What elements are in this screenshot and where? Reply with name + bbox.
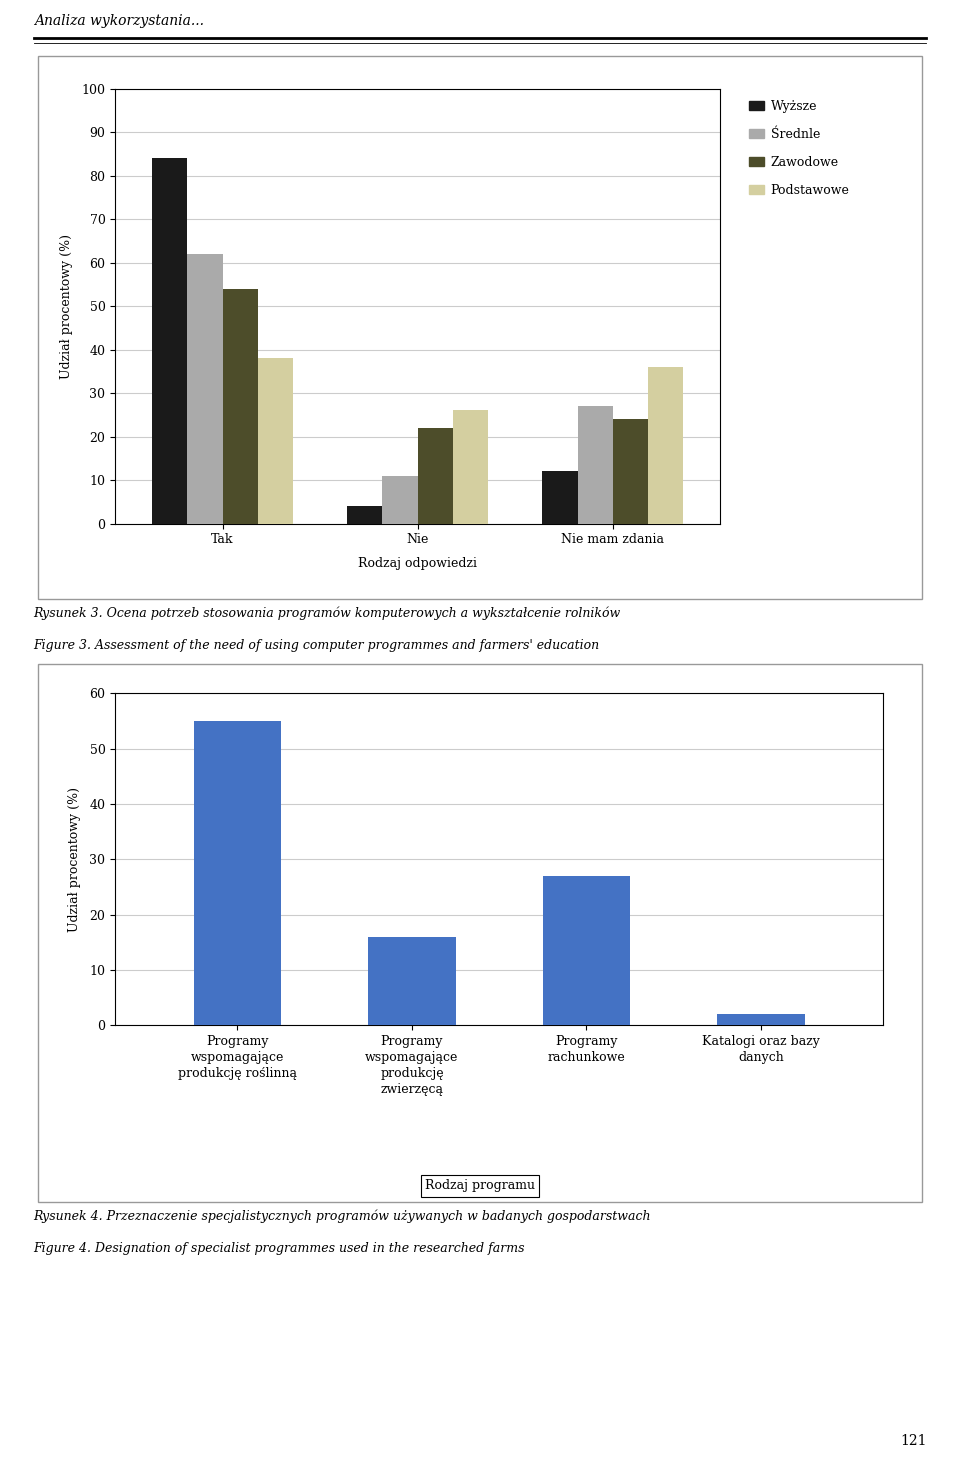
Text: Figure 4. Designation of specialist programmes used in the researched farms: Figure 4. Designation of specialist prog… xyxy=(34,1242,525,1255)
Bar xyxy=(257,358,293,524)
Bar xyxy=(453,410,488,524)
Bar xyxy=(348,506,382,524)
Text: Figure 3. Assessment of the need of using computer programmes and farmers' educa: Figure 3. Assessment of the need of usin… xyxy=(34,639,600,652)
Text: Rysunek 4. Przeznaczenie specjalistycznych programów używanych w badanych gospod: Rysunek 4. Przeznaczenie specjalistyczny… xyxy=(34,1210,651,1223)
Bar xyxy=(542,876,630,1025)
Bar xyxy=(612,419,648,524)
Bar xyxy=(187,254,223,524)
Bar xyxy=(648,367,683,524)
Legend: Wyższe, Średnle, Zawodowe, Podstawowe: Wyższe, Średnle, Zawodowe, Podstawowe xyxy=(744,94,854,202)
Text: Rysunek 3. Ocena potrzeb stosowania programów komputerowych a wykształcenie roln: Rysunek 3. Ocena potrzeb stosowania prog… xyxy=(34,606,621,619)
Text: Analiza wykorzystania...: Analiza wykorzystania... xyxy=(34,13,204,28)
Bar xyxy=(194,721,281,1025)
Text: Rodzaj programu: Rodzaj programu xyxy=(425,1180,535,1192)
Bar xyxy=(717,1015,804,1025)
Bar xyxy=(369,937,456,1025)
Y-axis label: Udział procentowy (%): Udział procentowy (%) xyxy=(60,233,73,379)
Bar xyxy=(542,472,578,524)
X-axis label: Rodzaj odpowiedzi: Rodzaj odpowiedzi xyxy=(358,558,477,571)
Text: 121: 121 xyxy=(900,1435,926,1448)
Bar xyxy=(153,158,187,524)
Bar xyxy=(578,406,612,524)
Bar xyxy=(418,428,453,524)
Bar xyxy=(223,289,257,524)
Y-axis label: Udział procentowy (%): Udział procentowy (%) xyxy=(68,786,82,932)
Bar xyxy=(382,476,418,524)
